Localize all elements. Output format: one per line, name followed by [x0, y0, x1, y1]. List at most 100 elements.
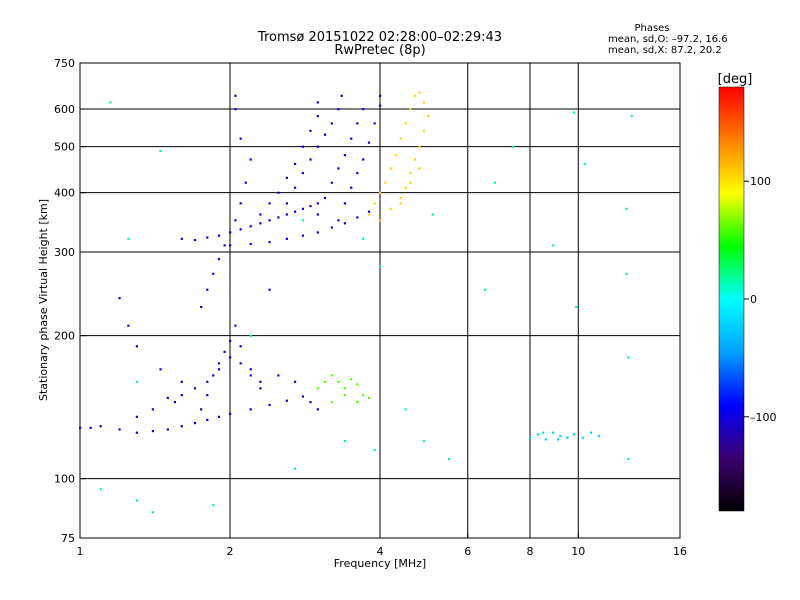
data-point: [316, 408, 319, 411]
data-point: [217, 234, 221, 237]
x-tick-label: 8: [527, 545, 534, 558]
chart-subtitle: RwPretec (8p): [334, 43, 425, 58]
data-point: [309, 401, 312, 404]
data-point: [356, 122, 359, 125]
data-point: [151, 429, 155, 433]
data-point: [484, 288, 487, 291]
data-point: [301, 207, 305, 210]
data-point: [285, 399, 288, 402]
data-point: [413, 94, 417, 97]
data-point: [99, 488, 102, 491]
data-point: [118, 297, 121, 300]
data-point: [244, 181, 247, 184]
data-point: [99, 425, 102, 428]
data-point: [206, 418, 209, 422]
data-point: [418, 145, 421, 148]
data-point: [356, 172, 359, 175]
data-points: [79, 91, 633, 514]
phase-stats-o: mean, sd,O: –97.2, 16.6: [608, 34, 728, 45]
data-point: [589, 431, 593, 434]
data-point: [217, 258, 221, 261]
data-point: [259, 387, 262, 390]
data-point: [384, 181, 387, 184]
data-point: [597, 434, 601, 438]
data-point: [301, 234, 305, 237]
data-point: [379, 265, 382, 268]
data-point: [575, 305, 578, 309]
data-point: [135, 380, 138, 383]
data-point: [127, 237, 130, 240]
data-point: [234, 324, 237, 327]
data-point: [389, 207, 392, 210]
data-point: [379, 94, 382, 97]
data-point: [166, 428, 169, 431]
data-point: [330, 181, 333, 184]
data-point: [206, 236, 209, 239]
data-point: [212, 272, 215, 275]
data-point: [399, 202, 402, 205]
data-point: [422, 129, 426, 132]
data-point: [206, 394, 209, 397]
data-point: [239, 362, 242, 365]
data-point: [229, 356, 232, 359]
data-point: [277, 191, 280, 194]
data-point: [343, 222, 347, 225]
data-point: [350, 378, 353, 381]
data-point: [212, 374, 215, 377]
data-point: [159, 368, 162, 371]
chart-title: Tromsø 20151022 02:28:00–02:29:43: [257, 30, 502, 45]
data-point: [409, 108, 412, 111]
data-point: [309, 129, 312, 132]
data-point: [293, 186, 297, 189]
data-point: [399, 196, 402, 200]
data-point: [343, 154, 347, 157]
data-point: [239, 228, 242, 231]
data-point: [239, 137, 242, 140]
data-point: [552, 244, 555, 247]
data-point: [337, 219, 340, 222]
data-point: [309, 204, 312, 208]
y-tick-label: 300: [54, 246, 75, 259]
data-point: [340, 94, 343, 97]
data-point: [316, 213, 319, 216]
data-point: [249, 408, 252, 411]
data-point: [301, 219, 305, 222]
data-point: [249, 225, 252, 228]
data-point: [249, 242, 252, 246]
data-point: [180, 394, 183, 397]
data-point: [206, 288, 209, 291]
data-point: [180, 380, 183, 383]
data-point: [330, 374, 333, 377]
data-point: [151, 511, 155, 514]
phase-stats-x: mean, sd,X: 87.2, 20.2: [608, 45, 722, 56]
data-point: [556, 438, 560, 441]
data-point: [268, 219, 271, 222]
data-point: [427, 115, 430, 118]
data-point: [316, 387, 319, 390]
data-point: [373, 122, 376, 125]
data-point: [627, 457, 630, 461]
data-point: [630, 115, 633, 118]
data-point: [180, 237, 183, 240]
data-point: [285, 237, 288, 240]
data-point: [193, 387, 197, 390]
x-tick-label: 2: [227, 545, 234, 558]
data-point: [343, 440, 347, 443]
data-point: [431, 213, 434, 216]
data-point: [239, 202, 242, 205]
data-point: [212, 504, 215, 507]
data-point: [512, 145, 515, 148]
y-tick-label: 75: [61, 532, 75, 545]
data-point: [323, 133, 327, 136]
data-point: [268, 240, 271, 244]
data-point: [259, 213, 262, 216]
data-point: [330, 401, 333, 404]
data-point: [217, 368, 221, 371]
data-point: [379, 191, 382, 194]
data-point: [572, 433, 576, 436]
data-point: [89, 426, 92, 429]
data-point: [625, 207, 628, 210]
x-tick-label: 4: [377, 545, 384, 558]
data-point: [627, 356, 630, 359]
colorbar-tick-label: –100: [750, 411, 777, 424]
